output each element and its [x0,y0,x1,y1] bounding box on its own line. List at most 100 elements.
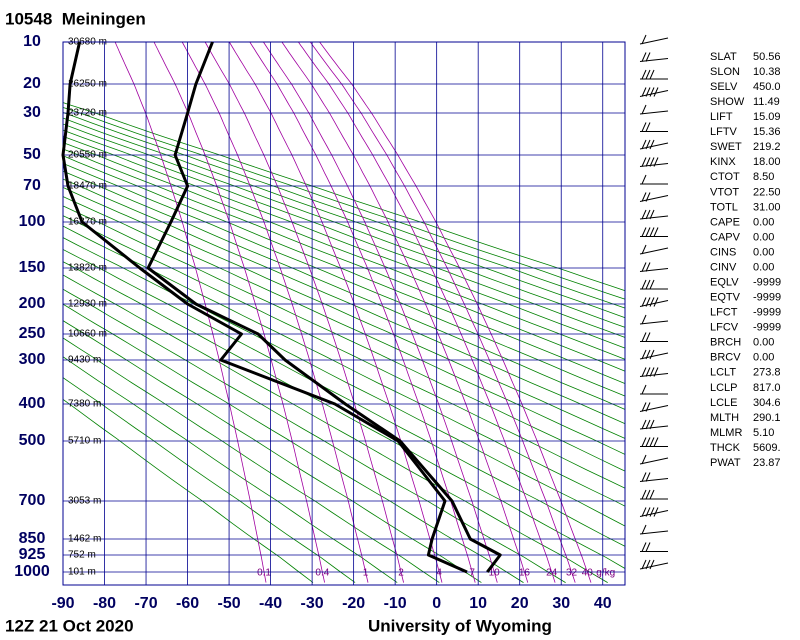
y-tick-label: 500 [19,432,46,449]
dry-adiabat [63,225,625,507]
wind-barb [640,542,668,552]
barb-staff [639,195,669,202]
dry-adiabat [63,142,625,360]
mixing-ratio-label: 0.1 [257,568,271,579]
x-tick-label: -90 [51,595,74,612]
dry-adiabat [63,186,625,439]
wind-barb [639,192,669,202]
plot-frame [62,41,626,586]
mixing-ratio-line [228,42,443,583]
barb-feather [641,104,647,115]
barb-feather [641,367,647,377]
barb-feather [645,122,651,132]
barb-feather [645,472,651,482]
barb-staff [639,425,669,430]
mixing-ratio-line [114,42,267,583]
x-tick-label: -50 [218,595,241,612]
index-name: MLTH [710,412,739,424]
chart-title: 10548 Meiningen [5,9,146,28]
y-tick-label: 400 [19,395,46,412]
x-tick-label: 40 [594,595,612,612]
wind-barb [640,69,668,80]
barb-feather [641,69,647,80]
wind-barb [639,472,669,482]
barb-staff [639,142,669,150]
barb-feather [641,227,647,237]
x-tick-label: 10 [469,595,487,612]
y-tick-label: 70 [23,177,41,194]
index-name: PWAT [710,457,741,469]
wind-barb [639,367,669,377]
index-value: 304.6 [753,397,781,409]
index-value: 15.09 [753,111,781,123]
dry-adiabat [63,261,625,569]
barb-feather [641,122,647,132]
barb-feather [645,262,651,272]
barb-feather [653,87,659,97]
index-value: -9999 [753,307,781,319]
barb-feather [645,367,651,377]
barb-feather [653,227,659,237]
barb-staff [639,268,669,272]
x-tick-label: 0 [432,595,441,612]
mixing-ratio-label: 4 [436,568,442,579]
height-label: 7380 m [68,399,101,410]
y-tick-label: 850 [19,530,46,547]
barb-feather [641,52,647,62]
wind-barb [640,332,668,342]
x-tick-label: -10 [384,595,407,612]
index-name: CAPV [710,231,741,243]
index-name: TOTL [710,201,738,213]
index-name: LIFT [710,111,733,123]
barb-feather [649,349,655,360]
dewpoint-line [61,41,468,574]
barb-feather [645,157,651,167]
dry-adiabat [63,249,625,547]
barb-feather [641,192,647,202]
barb-feather [653,297,659,307]
barb-feather [653,367,659,377]
wind-barb [639,349,669,360]
mixing-ratio-line [281,42,529,583]
index-value: 0.00 [753,261,774,273]
barb-feather [645,192,651,202]
wind-barb [640,279,668,290]
wind-barb [639,244,669,255]
index-name: BRCH [710,337,741,349]
barb-feather [641,87,647,97]
index-value: 0.00 [753,246,774,258]
barb-feather [645,489,651,500]
index-value: 23.87 [753,457,781,469]
barb-feather [645,402,651,412]
mixing-ratio-label: 2 [398,568,404,579]
y-tick-label: 30 [23,104,41,121]
barb-feather [641,262,647,272]
barb-feather [641,34,647,45]
height-label: 13820 m [68,263,107,274]
barb-feather [645,542,651,552]
dry-adiabat [63,162,625,397]
wind-barb [639,507,669,517]
height-label: 23720 m [68,108,107,119]
barb-feather [645,507,651,517]
mixing-ratio-label: 0.4 [315,568,329,579]
dry-adiabat [63,274,608,583]
barb-feather [649,69,655,80]
barb-feather [641,279,647,290]
barb-feather [645,332,651,342]
height-label: 20550 m [68,150,107,161]
mixing-ratio-label: 1 [363,568,369,579]
barb-feather [649,437,655,447]
barb-staff [639,247,669,255]
index-value: 8.50 [753,171,774,183]
barb-feather [641,314,647,325]
y-tick-label: 925 [19,546,46,563]
barb-staff [639,37,669,45]
index-name: MLMR [710,427,742,439]
wind-barb [639,314,669,325]
x-tick-label: -60 [176,595,199,612]
dry-adiabat [63,215,625,489]
barb-staff [639,320,669,325]
index-name: LCLT [710,367,736,379]
wind-barb [639,104,669,115]
